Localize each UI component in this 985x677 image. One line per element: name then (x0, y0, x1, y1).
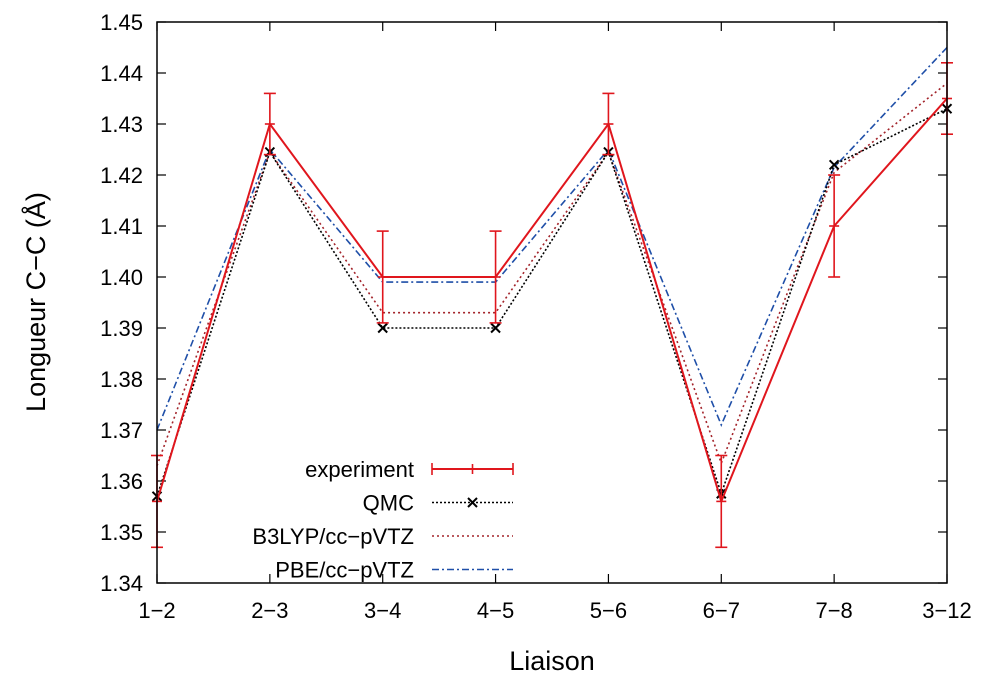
legend-label: QMC (363, 491, 414, 516)
y-tick-label: 1.39 (100, 316, 143, 341)
x-tick-label: 3−12 (922, 598, 972, 623)
y-tick-label: 1.43 (100, 112, 143, 137)
legend-swatch-marker (467, 497, 478, 508)
legend-label: experiment (305, 457, 414, 482)
series-layer (151, 46, 953, 549)
legend: experiment QMC B3LYP/cc−pVTZ PBE/cc−pVTZ (252, 457, 514, 583)
x-tick-label: 2−3 (251, 598, 288, 623)
x-tick-label: 4−5 (477, 598, 514, 623)
y-tick-label: 1.45 (100, 10, 143, 35)
x-tick-label: 3−4 (364, 598, 401, 623)
series-line (156, 46, 948, 431)
data-point (828, 159, 840, 171)
y-tick-label: 1.40 (100, 265, 143, 290)
y-tick-label: 1.41 (100, 214, 143, 239)
y-tick-label: 1.42 (100, 163, 143, 188)
data-point (377, 322, 388, 334)
plot-frame (156, 21, 948, 584)
x-tick-label: 7−8 (815, 598, 852, 623)
series-0 (151, 61, 953, 549)
x-tick-label: 1−2 (138, 598, 175, 623)
y-tick-label: 1.34 (100, 571, 143, 596)
y-tick-label: 1.38 (100, 367, 143, 392)
y-tick-label: 1.35 (100, 520, 143, 545)
x-axis-ticks: 1−2 2−3 3−4 4−5 5−6 6−7 7−8 3−12 (138, 22, 972, 623)
y-tick-label: 1.44 (100, 61, 143, 86)
x-tick-label: 6−7 (703, 598, 740, 623)
y-axis-title: Longueur C−C (Å) (20, 192, 51, 412)
legend-label: B3LYP/cc−pVTZ (252, 524, 414, 549)
series-2 (156, 82, 948, 466)
data-point (490, 322, 501, 334)
series-3 (156, 46, 948, 431)
y-tick-label: 1.37 (100, 418, 143, 443)
x-axis-title: Liaison (509, 646, 595, 676)
series-line (156, 107, 948, 497)
y-tick-label: 1.36 (100, 469, 143, 494)
series-1 (151, 103, 953, 502)
y-axis-ticks: 1.34 1.35 1.36 1.37 1.38 1.39 1.40 1.41 1.42 1.43… (100, 10, 947, 596)
series-line (156, 97, 948, 505)
series-line (156, 82, 948, 466)
x-tick-label: 5−6 (590, 598, 627, 623)
legend-label: PBE/cc−pVTZ (275, 558, 414, 583)
